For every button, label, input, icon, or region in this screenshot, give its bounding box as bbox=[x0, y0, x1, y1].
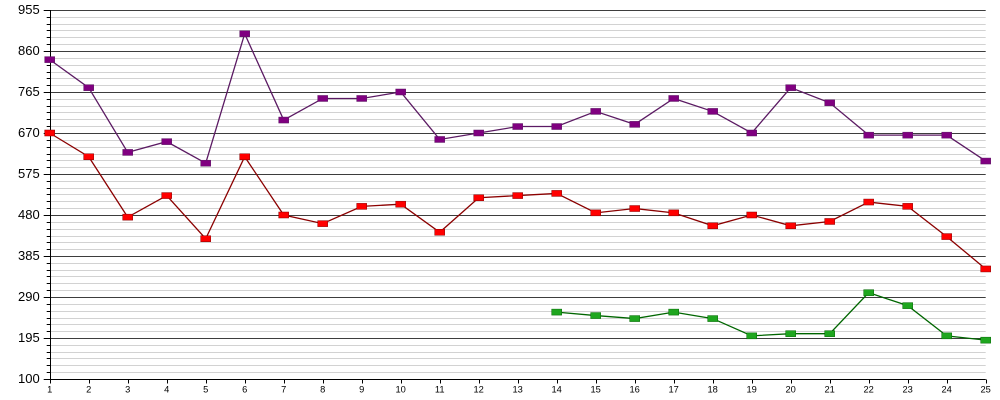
svg-text:3: 3 bbox=[125, 385, 130, 395]
svg-text:385: 385 bbox=[18, 248, 40, 263]
svg-text:480: 480 bbox=[18, 207, 40, 222]
svg-text:12: 12 bbox=[474, 385, 484, 395]
svg-text:9: 9 bbox=[359, 385, 364, 395]
svg-text:22: 22 bbox=[864, 385, 874, 395]
svg-text:765: 765 bbox=[18, 84, 40, 99]
svg-text:21: 21 bbox=[825, 385, 835, 395]
svg-text:19: 19 bbox=[747, 385, 757, 395]
svg-text:7: 7 bbox=[281, 385, 286, 395]
svg-text:195: 195 bbox=[18, 330, 40, 345]
svg-text:955: 955 bbox=[18, 2, 40, 17]
svg-text:17: 17 bbox=[669, 385, 679, 395]
svg-text:15: 15 bbox=[591, 385, 601, 395]
svg-text:1: 1 bbox=[47, 385, 52, 395]
svg-text:2: 2 bbox=[86, 385, 91, 395]
svg-text:860: 860 bbox=[18, 43, 40, 58]
svg-text:11: 11 bbox=[435, 385, 445, 395]
svg-text:6: 6 bbox=[242, 385, 247, 395]
svg-text:25: 25 bbox=[981, 385, 991, 395]
svg-text:14: 14 bbox=[552, 385, 562, 395]
svg-text:13: 13 bbox=[513, 385, 523, 395]
svg-text:23: 23 bbox=[903, 385, 913, 395]
svg-text:20: 20 bbox=[786, 385, 796, 395]
svg-text:290: 290 bbox=[18, 289, 40, 304]
svg-text:575: 575 bbox=[18, 166, 40, 181]
svg-text:16: 16 bbox=[630, 385, 640, 395]
svg-text:100: 100 bbox=[18, 371, 40, 386]
svg-text:24: 24 bbox=[942, 385, 952, 395]
svg-text:670: 670 bbox=[18, 125, 40, 140]
svg-text:4: 4 bbox=[164, 385, 169, 395]
svg-text:5: 5 bbox=[203, 385, 208, 395]
svg-text:8: 8 bbox=[320, 385, 325, 395]
svg-text:10: 10 bbox=[396, 385, 406, 395]
svg-text:18: 18 bbox=[708, 385, 718, 395]
